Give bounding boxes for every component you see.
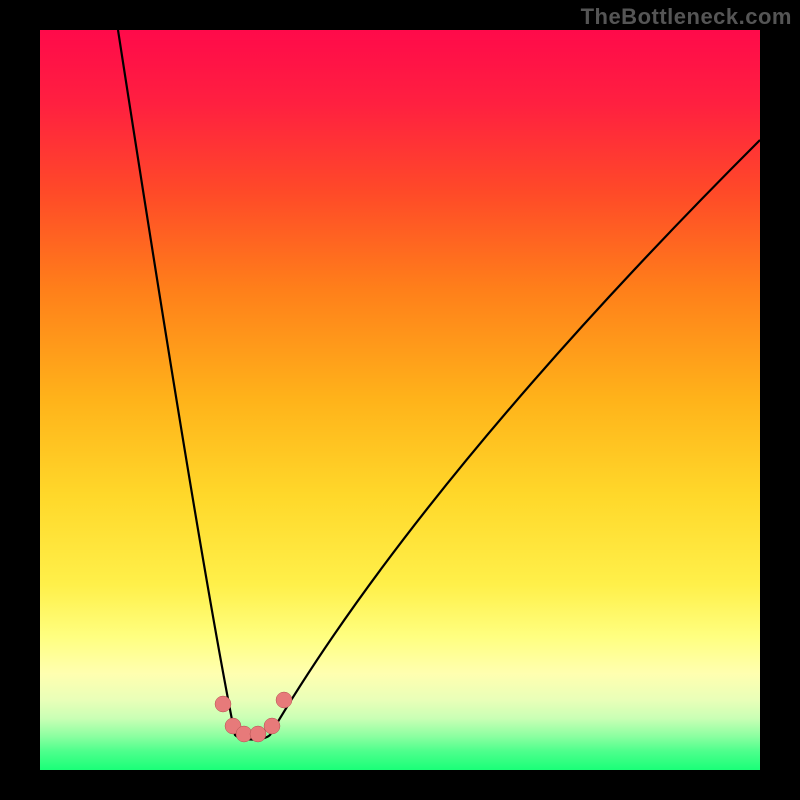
data-marker <box>276 692 292 708</box>
data-marker <box>215 696 231 712</box>
bottleneck-chart <box>0 0 800 800</box>
data-marker <box>250 726 266 742</box>
data-marker <box>264 718 280 734</box>
data-marker <box>236 726 252 742</box>
plot-background <box>40 30 760 770</box>
watermark-text: TheBottleneck.com <box>581 4 792 30</box>
